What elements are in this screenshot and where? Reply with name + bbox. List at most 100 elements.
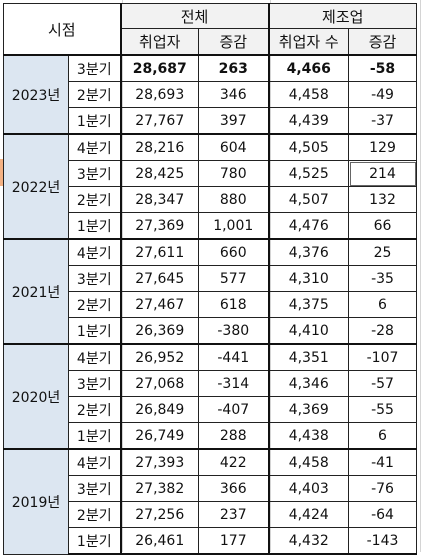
change-cell[interactable]: 604 (198, 133, 270, 161)
employed-cell[interactable]: 27,467 (120, 291, 199, 318)
mfg-employed-cell[interactable]: 4,410 (268, 317, 349, 345)
change-cell[interactable]: -441 (198, 343, 270, 371)
mfg-employed-cell[interactable]: 4,458 (268, 448, 349, 476)
quarter-cell[interactable]: 3분기 (68, 54, 122, 82)
quarter-cell[interactable]: 1분기 (68, 212, 122, 240)
mfg-employed-cell[interactable]: 4,369 (268, 396, 349, 423)
mfg-change-cell[interactable]: -35 (348, 265, 417, 292)
change-cell[interactable]: 780 (198, 160, 270, 187)
year-cell[interactable]: 2020년 (3, 343, 69, 450)
mfg-change-cell[interactable]: -28 (348, 317, 417, 345)
mfg-employed-cell[interactable]: 4,505 (268, 133, 349, 161)
header-group-manufacturing[interactable]: 제조업 (268, 3, 417, 29)
quarter-cell[interactable]: 2분기 (68, 501, 122, 528)
mfg-change-cell[interactable]: -41 (348, 448, 417, 476)
change-cell[interactable]: 263 (198, 54, 270, 82)
change-cell[interactable]: 880 (198, 186, 270, 213)
quarter-cell[interactable]: 1분기 (68, 527, 122, 555)
header-corner-sijeom[interactable]: 시점 (3, 3, 122, 56)
mfg-employed-cell[interactable]: 4,432 (268, 527, 349, 555)
employed-cell[interactable]: 28,693 (120, 81, 199, 108)
change-cell[interactable]: 237 (198, 501, 270, 528)
quarter-cell[interactable]: 2분기 (68, 186, 122, 213)
employed-cell[interactable]: 28,216 (120, 133, 199, 161)
employed-cell[interactable]: 27,393 (120, 448, 199, 476)
employed-cell[interactable]: 26,952 (120, 343, 199, 371)
mfg-employed-cell[interactable]: 4,438 (268, 422, 349, 450)
change-cell[interactable]: -407 (198, 396, 270, 423)
mfg-employed-cell[interactable]: 4,346 (268, 370, 349, 397)
mfg-change-cell[interactable]: 214 (348, 160, 417, 187)
quarter-cell[interactable]: 1분기 (68, 317, 122, 345)
mfg-change-cell[interactable]: -143 (348, 527, 417, 555)
quarter-cell[interactable]: 3분기 (68, 475, 122, 502)
quarter-cell[interactable]: 4분기 (68, 343, 122, 371)
mfg-employed-cell[interactable]: 4,525 (268, 160, 349, 187)
change-cell[interactable]: 422 (198, 448, 270, 476)
header-group-total[interactable]: 전체 (120, 3, 270, 29)
change-cell[interactable]: 618 (198, 291, 270, 318)
mfg-employed-cell[interactable]: 4,376 (268, 238, 349, 266)
employed-cell[interactable]: 27,611 (120, 238, 199, 266)
employed-cell[interactable]: 27,767 (120, 107, 199, 135)
mfg-change-cell[interactable]: 129 (348, 133, 417, 161)
employed-cell[interactable]: 27,369 (120, 212, 199, 240)
mfg-employed-cell[interactable]: 4,310 (268, 265, 349, 292)
change-cell[interactable]: 660 (198, 238, 270, 266)
year-cell[interactable]: 2022년 (3, 133, 69, 240)
mfg-employed-cell[interactable]: 4,466 (268, 54, 349, 82)
mfg-employed-cell[interactable]: 4,351 (268, 343, 349, 371)
change-cell[interactable]: 346 (198, 81, 270, 108)
change-cell[interactable]: 177 (198, 527, 270, 555)
mfg-change-cell[interactable]: -49 (348, 81, 417, 108)
employed-cell[interactable]: 27,382 (120, 475, 199, 502)
mfg-change-cell[interactable]: 6 (348, 422, 417, 450)
mfg-employed-cell[interactable]: 4,507 (268, 186, 349, 213)
employed-cell[interactable]: 26,461 (120, 527, 199, 555)
quarter-cell[interactable]: 1분기 (68, 422, 122, 450)
header-mfg-employed[interactable]: 취업자 수 (268, 28, 349, 56)
mfg-change-cell[interactable]: -58 (348, 54, 417, 82)
mfg-change-cell[interactable]: -37 (348, 107, 417, 135)
mfg-employed-cell[interactable]: 4,476 (268, 212, 349, 240)
employed-cell[interactable]: 28,687 (120, 54, 199, 82)
header-mfg-change[interactable]: 증감 (348, 28, 417, 56)
employed-cell[interactable]: 28,347 (120, 186, 199, 213)
employed-cell[interactable]: 27,068 (120, 370, 199, 397)
change-cell[interactable]: 366 (198, 475, 270, 502)
quarter-cell[interactable]: 2분기 (68, 291, 122, 318)
mfg-change-cell[interactable]: 25 (348, 238, 417, 266)
quarter-cell[interactable]: 2분기 (68, 396, 122, 423)
mfg-change-cell[interactable]: 132 (348, 186, 417, 213)
quarter-cell[interactable]: 3분기 (68, 370, 122, 397)
change-cell[interactable]: 288 (198, 422, 270, 450)
year-cell[interactable]: 2021년 (3, 238, 69, 345)
employed-cell[interactable]: 26,749 (120, 422, 199, 450)
quarter-cell[interactable]: 2분기 (68, 81, 122, 108)
header-change[interactable]: 증감 (198, 28, 270, 56)
mfg-change-cell[interactable]: 66 (348, 212, 417, 240)
mfg-change-cell[interactable]: 6 (348, 291, 417, 318)
header-employed[interactable]: 취업자 (120, 28, 199, 56)
quarter-cell[interactable]: 4분기 (68, 238, 122, 266)
mfg-employed-cell[interactable]: 4,458 (268, 81, 349, 108)
employed-cell[interactable]: 27,645 (120, 265, 199, 292)
mfg-change-cell[interactable]: -107 (348, 343, 417, 371)
change-cell[interactable]: 1,001 (198, 212, 270, 240)
mfg-change-cell[interactable]: -76 (348, 475, 417, 502)
change-cell[interactable]: -314 (198, 370, 270, 397)
mfg-employed-cell[interactable]: 4,439 (268, 107, 349, 135)
mfg-employed-cell[interactable]: 4,403 (268, 475, 349, 502)
change-cell[interactable]: -380 (198, 317, 270, 345)
quarter-cell[interactable]: 3분기 (68, 265, 122, 292)
quarter-cell[interactable]: 4분기 (68, 448, 122, 476)
employed-cell[interactable]: 26,849 (120, 396, 199, 423)
employed-cell[interactable]: 28,425 (120, 160, 199, 187)
year-cell[interactable]: 2023년 (3, 54, 69, 135)
employed-cell[interactable]: 26,369 (120, 317, 199, 345)
change-cell[interactable]: 397 (198, 107, 270, 135)
quarter-cell[interactable]: 3분기 (68, 160, 122, 187)
change-cell[interactable]: 577 (198, 265, 270, 292)
mfg-employed-cell[interactable]: 4,375 (268, 291, 349, 318)
